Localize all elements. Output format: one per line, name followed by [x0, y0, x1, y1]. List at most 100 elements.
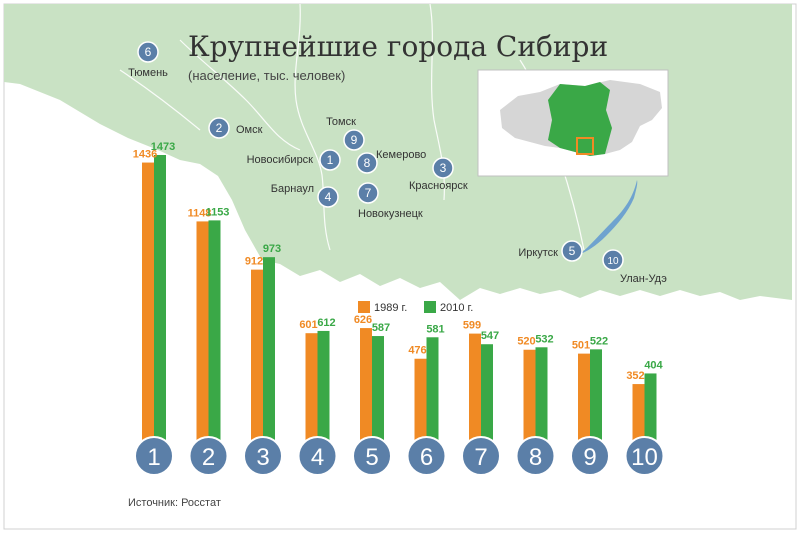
- legend-swatch-1989: [358, 301, 370, 313]
- value-label-1989-9: 501: [572, 340, 590, 352]
- category-label-2: 2: [202, 444, 215, 471]
- bar-1989-4: [305, 333, 318, 456]
- map-marker-8: [356, 152, 378, 174]
- value-label-1989-6: 476: [408, 345, 426, 357]
- map-marker-9: [343, 129, 365, 151]
- map-marker-number-6: 6: [145, 45, 152, 59]
- category-label-10: 10: [631, 444, 658, 471]
- value-label-1989-10: 352: [626, 370, 644, 382]
- value-label-2010-2: 1153: [206, 206, 230, 218]
- map-marker-2: [208, 117, 230, 139]
- map-marker-10: [602, 249, 624, 271]
- map-marker-number-7: 7: [365, 186, 372, 200]
- category-label-3: 3: [256, 444, 269, 471]
- category-label-6: 6: [420, 444, 433, 471]
- value-label-1989-7: 599: [463, 320, 481, 332]
- value-label-2010-1: 1473: [151, 141, 175, 153]
- category-circle-4: [297, 436, 338, 476]
- value-label-1989-8: 520: [517, 336, 535, 348]
- value-label-2010-4: 612: [317, 317, 335, 329]
- value-label-1989-3: 912: [245, 256, 263, 268]
- map-markers: 6 Тюмень 2 Омск 1 Новосибирск 9 Томск 8 Кемерово 4…: [128, 41, 667, 285]
- bar-1989-2: [196, 221, 209, 456]
- map-marker-number-1: 1: [327, 153, 334, 167]
- value-label-1989-2: 1148: [188, 207, 212, 219]
- map-marker-5: [561, 240, 583, 262]
- chart-title: Крупнейшие города Сибири: [188, 30, 608, 63]
- map-city-label-6: Тюмень: [128, 67, 168, 79]
- map-city-label-3: Красноярск: [409, 180, 468, 192]
- map-marker-7: [357, 182, 379, 204]
- bar-2010-6: [426, 337, 439, 456]
- category-circle-10: [624, 436, 665, 476]
- inset-map: [477, 69, 669, 177]
- value-label-2010-10: 404: [644, 359, 663, 371]
- map-city-label-4: Барнаул: [271, 183, 314, 195]
- category-label-1: 1: [147, 444, 160, 471]
- category-circle-5: [352, 436, 392, 476]
- map-city-label-2: Омск: [236, 124, 263, 136]
- value-label-2010-7: 547: [481, 330, 499, 342]
- category-circle-1: [134, 436, 174, 476]
- source-note: Источник: Росстат: [128, 497, 221, 509]
- bar-2010-1: [154, 155, 166, 456]
- category-circle-7: [461, 436, 501, 476]
- inset-location-box: [576, 137, 594, 155]
- bar-2010-7: [481, 344, 493, 456]
- bar-2010-3: [263, 257, 275, 456]
- chart-subtitle: (население, тыс. человек): [188, 68, 345, 83]
- value-label-1989-5: 626: [354, 314, 372, 326]
- legend-swatch-2010: [424, 301, 436, 313]
- value-label-2010-8: 532: [535, 333, 553, 345]
- category-circle-6: [406, 436, 447, 476]
- bar-2010-8: [535, 347, 548, 456]
- bar-2010-9: [590, 349, 602, 456]
- bar-1989-5: [360, 328, 372, 456]
- map-marker-number-8: 8: [364, 156, 371, 170]
- bar-1989-3: [251, 269, 263, 456]
- category-label-7: 7: [474, 444, 487, 471]
- bar-2010-4: [317, 330, 330, 456]
- map-marker-number-10: 10: [607, 256, 619, 267]
- map-marker-number-9: 9: [351, 133, 358, 147]
- value-label-1989-4: 601: [299, 319, 317, 331]
- map-city-label-8: Кемерово: [376, 149, 426, 161]
- bar-2010-10: [644, 373, 657, 456]
- category-circles: 1 2 3 4 5 6 7 8 9 10: [134, 436, 665, 476]
- bar-2010-5: [372, 336, 384, 456]
- category-label-8: 8: [529, 444, 542, 471]
- bar-1989-7: [469, 333, 481, 456]
- map-city-label-9: Томск: [326, 116, 356, 128]
- category-label-5: 5: [365, 444, 378, 471]
- category-circle-9: [570, 436, 610, 476]
- map-city-label-5: Иркутск: [518, 247, 558, 259]
- value-label-2010-9: 522: [590, 335, 608, 347]
- map-marker-number-4: 4: [325, 190, 332, 204]
- category-circle-3: [243, 436, 283, 476]
- bar-2010-2: [208, 220, 221, 456]
- inset-siberia-shape: [548, 82, 612, 156]
- map-marker-number-3: 3: [440, 161, 447, 175]
- map-city-label-7: Новокузнецк: [358, 208, 423, 220]
- map-marker-number-5: 5: [569, 244, 576, 258]
- bar-1989-6: [414, 358, 427, 456]
- category-label-9: 9: [583, 444, 596, 471]
- map-marker-3: [432, 157, 454, 179]
- map-marker-4: [317, 186, 339, 208]
- bar-1989-8: [523, 349, 536, 456]
- bar-1989-9: [578, 353, 590, 456]
- map-marker-number-2: 2: [216, 121, 223, 135]
- value-label-2010-5: 587: [372, 322, 390, 334]
- value-label-1989-1: 1436: [133, 149, 157, 161]
- category-circle-2: [188, 436, 229, 476]
- map-city-label-10: Улан-Удэ: [620, 273, 667, 285]
- category-circle-8: [515, 436, 556, 476]
- legend: 1989 г. 2010 г.: [358, 301, 473, 314]
- category-label-4: 4: [311, 444, 324, 471]
- map-marker-6: [137, 41, 159, 63]
- legend-label-1989: 1989 г.: [374, 302, 407, 314]
- map-marker-1: [319, 149, 341, 171]
- bar-1989-1: [142, 162, 154, 456]
